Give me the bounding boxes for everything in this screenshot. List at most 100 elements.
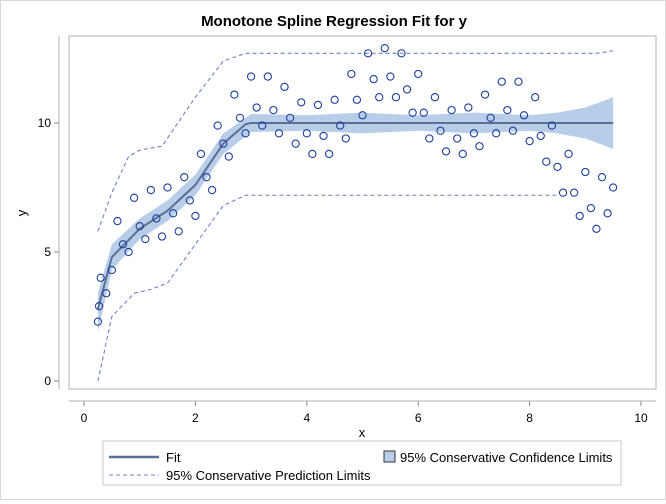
data-point: [124, 247, 133, 257]
data-point: [503, 105, 512, 115]
data-point: [592, 224, 601, 233]
data-point: [96, 273, 105, 282]
plot-area: [93, 44, 618, 382]
data-point: [570, 188, 579, 197]
data-point: [174, 227, 183, 236]
data-point: [196, 149, 206, 159]
data-point: [330, 95, 339, 104]
x-tick-label: 10: [634, 411, 648, 425]
legend-prediction-label: 95% Conservative Prediction Limits: [166, 468, 371, 483]
data-point: [191, 211, 200, 221]
data-point: [536, 131, 545, 141]
data-point: [347, 69, 356, 79]
data-point: [141, 234, 150, 244]
chart-title: Monotone Spline Regression Fit for y: [201, 13, 468, 30]
confidence-band: [97, 97, 614, 332]
data-point: [129, 193, 139, 202]
data-point: [308, 149, 317, 159]
data-point: [263, 72, 272, 81]
data-point: [341, 134, 350, 143]
data-point: [609, 183, 618, 192]
data-point: [564, 149, 573, 159]
data-point: [246, 72, 256, 81]
data-point: [185, 196, 194, 205]
data-point: [219, 139, 228, 148]
x-tick-label: 2: [192, 411, 199, 425]
data-point: [336, 121, 345, 130]
data-point: [397, 49, 406, 58]
y-axis-label: y: [14, 209, 29, 216]
data-point: [497, 77, 506, 86]
data-point: [419, 108, 428, 117]
data-point: [313, 100, 323, 110]
data-point: [558, 188, 568, 197]
legend-confidence-swatch: [383, 450, 396, 463]
data-point: [492, 129, 501, 138]
data-point: [453, 134, 462, 143]
data-point: [207, 185, 217, 195]
data-point: [586, 203, 596, 213]
data-point: [118, 240, 128, 249]
data-point: [202, 173, 211, 182]
data-point: [363, 49, 373, 58]
data-point: [508, 126, 518, 135]
data-point: [464, 103, 473, 112]
data-point: [486, 113, 495, 122]
data-point: [291, 139, 300, 148]
data-point: [358, 111, 367, 120]
data-point: [102, 289, 111, 298]
axes: 0 2 4 6 8 10 0 5 10: [38, 36, 656, 425]
data-point: [402, 85, 412, 94]
legend: Fit 95% Conservative Confidence Limits 9…: [102, 440, 622, 486]
data-point: [469, 129, 479, 138]
data-point: [514, 77, 523, 86]
data-point: [152, 214, 161, 223]
data-point: [391, 93, 401, 102]
data-point: [319, 131, 328, 141]
data-point: [302, 129, 311, 138]
data-point: [475, 142, 484, 151]
data-point: [146, 185, 155, 195]
data-point: [575, 211, 584, 221]
data-point: [369, 74, 378, 84]
data-point: [447, 105, 456, 115]
data-point: [269, 105, 278, 115]
data-point: [213, 121, 222, 130]
data-point: [285, 113, 295, 122]
x-tick-label: 6: [415, 411, 422, 425]
data-point: [531, 93, 540, 102]
data-point: [542, 157, 551, 166]
data-point: [107, 265, 116, 275]
plot-frame: [68, 35, 657, 390]
data-point: [525, 136, 534, 146]
data-point: [180, 173, 189, 182]
data-point: [224, 152, 233, 161]
data-point: [414, 69, 423, 79]
data-point: [93, 317, 103, 326]
data-point: [380, 44, 389, 53]
data-point: [135, 222, 144, 231]
data-point: [324, 149, 334, 159]
data-point: [436, 126, 445, 135]
y-tick-label: 0: [44, 374, 51, 388]
data-point: [280, 82, 289, 92]
data-point: [297, 98, 306, 107]
data-point: [547, 121, 557, 130]
data-point: [113, 216, 122, 226]
x-axis-label: x: [359, 425, 366, 440]
y-tick-label: 10: [38, 116, 52, 130]
data-point: [241, 129, 250, 138]
data-point: [441, 147, 451, 156]
data-point: [230, 90, 239, 99]
data-point: [157, 232, 167, 241]
data-point: [408, 108, 417, 117]
data-point: [458, 149, 467, 159]
x-tick-label: 4: [303, 411, 310, 425]
data-point: [274, 129, 284, 138]
data-point: [168, 209, 178, 218]
data-point: [94, 302, 104, 311]
data-point: [603, 209, 612, 218]
data-point: [597, 173, 607, 182]
legend-frame: [102, 440, 622, 486]
